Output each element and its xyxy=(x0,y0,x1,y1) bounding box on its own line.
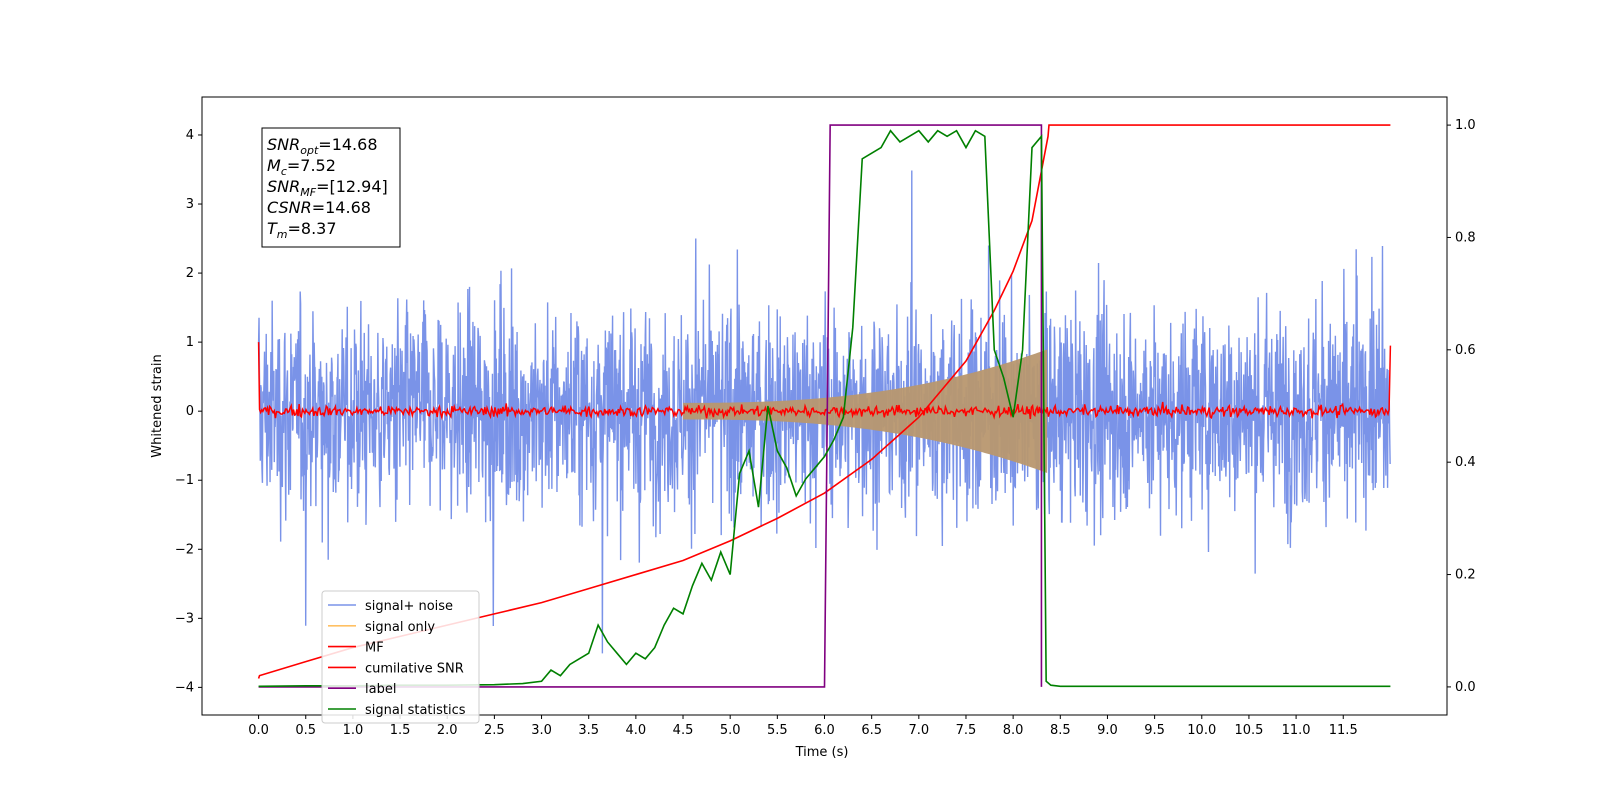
x-tick-label: 6.0 xyxy=(814,723,835,738)
x-tick-label: 3.0 xyxy=(531,723,552,738)
x-tick-label: 9.5 xyxy=(1144,723,1165,738)
x-tick-label: 2.5 xyxy=(484,723,505,738)
x-tick-label: 10.0 xyxy=(1187,723,1216,738)
x-tick-label: 8.0 xyxy=(1003,723,1024,738)
y-axis-left-ticks: 4 3 2 1 0 −1 −2 −3 −4 xyxy=(175,128,202,695)
legend-label: signal statistics xyxy=(365,703,466,718)
x-axis-label: Time (s) xyxy=(795,745,849,760)
x-tick-label: 9.0 xyxy=(1097,723,1118,738)
x-tick-label: 7.0 xyxy=(908,723,929,738)
x-tick-label: 2.0 xyxy=(437,723,458,738)
info-box-line: SNRopt=14.68 xyxy=(267,135,378,157)
info-box-line: Mc=7.52 xyxy=(267,156,336,178)
signal-statistics-line xyxy=(258,129,1391,688)
y-right-tick-label: 0.2 xyxy=(1455,568,1476,583)
y-left-tick-label: 4 xyxy=(186,128,194,143)
legend-label: label xyxy=(365,682,396,697)
label-line xyxy=(258,124,1043,688)
legend-label: signal only xyxy=(365,620,435,635)
x-tick-label: 1.5 xyxy=(390,723,411,738)
info-box-line: CSNR=14.68 xyxy=(267,198,371,217)
x-tick-label: 1.0 xyxy=(343,723,364,738)
x-tick-label: 0.5 xyxy=(295,723,316,738)
x-tick-label: 5.0 xyxy=(720,723,741,738)
x-tick-label: 11.0 xyxy=(1282,723,1311,738)
x-tick-label: 8.5 xyxy=(1050,723,1071,738)
y-left-tick-label: 2 xyxy=(186,266,194,281)
y-left-tick-label: −4 xyxy=(175,680,194,695)
mf-line xyxy=(257,342,1392,421)
x-axis-ticks: 0.0 0.5 1.0 1.5 2.0 2.5 3.0 3.5 4.0 4.5 5.0 5.5 6.0 6… xyxy=(248,715,1358,738)
y-right-tick-label: 0.8 xyxy=(1455,230,1476,245)
y-axis-right-ticks: 1.0 0.8 0.6 0.4 0.2 0.0 xyxy=(1447,118,1476,695)
info-box-line: SNRMF=[12.94] xyxy=(267,177,388,199)
x-tick-label: 7.5 xyxy=(956,723,977,738)
legend-label: signal+ noise xyxy=(365,599,453,614)
y-left-tick-label: 3 xyxy=(186,197,194,212)
y-right-tick-label: 0.6 xyxy=(1455,343,1476,358)
y-right-tick-label: 0.0 xyxy=(1455,680,1476,695)
info-box-line: Tm=8.37 xyxy=(267,219,337,241)
y-left-tick-label: −1 xyxy=(175,473,194,488)
y-right-tick-label: 1.0 xyxy=(1455,118,1476,133)
y-left-tick-label: −3 xyxy=(175,611,194,626)
y-axis-left-label: Whitened strain xyxy=(150,354,165,457)
x-tick-label: 0.0 xyxy=(248,723,269,738)
y-right-tick-label: 0.4 xyxy=(1455,455,1476,470)
x-tick-label: 11.5 xyxy=(1329,723,1358,738)
x-tick-label: 5.5 xyxy=(767,723,788,738)
x-tick-label: 4.0 xyxy=(626,723,647,738)
legend-label: MF xyxy=(365,641,384,656)
y-left-tick-label: 1 xyxy=(186,335,194,350)
y-left-tick-label: −2 xyxy=(175,542,194,557)
x-tick-label: 4.5 xyxy=(673,723,694,738)
x-tick-label: 10.5 xyxy=(1234,723,1263,738)
x-tick-label: 6.5 xyxy=(861,723,882,738)
y-left-tick-label: 0 xyxy=(186,404,194,419)
legend: signal+ noise signal only MF cumilative SNR… xyxy=(321,590,480,724)
info-box: SNRopt=14.68Mc=7.52SNRMF=[12.94]CSNR=14.… xyxy=(261,127,401,248)
legend-label: cumilative SNR xyxy=(365,661,464,676)
x-tick-label: 3.5 xyxy=(578,723,599,738)
